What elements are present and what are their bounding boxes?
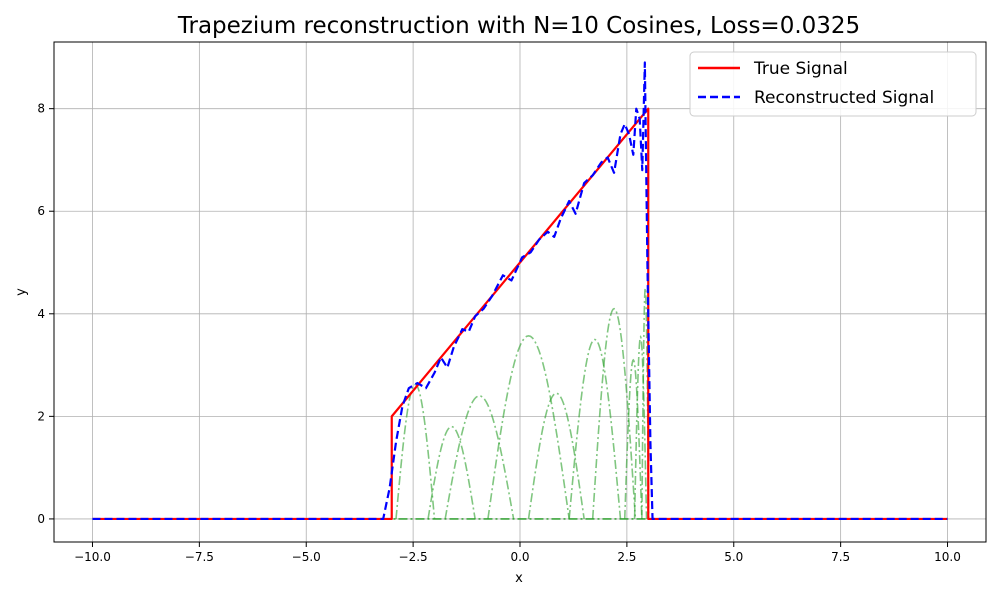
x-tick-label: −5.0 bbox=[292, 550, 321, 564]
x-tick-label: −10.0 bbox=[74, 550, 111, 564]
reconstructed-signal-line bbox=[92, 61, 948, 521]
legend: True Signal Reconstructed Signal bbox=[689, 51, 977, 117]
y-tick-label: 2 bbox=[37, 409, 45, 423]
y-tick-label: 4 bbox=[37, 307, 45, 321]
legend-box bbox=[689, 51, 977, 117]
component-cosine-curve bbox=[427, 425, 476, 520]
component-cosine-curve bbox=[568, 338, 622, 519]
component-cosine-curve bbox=[527, 392, 585, 520]
grid-lines bbox=[54, 42, 986, 542]
series-lines bbox=[92, 61, 948, 521]
x-tick-label: −7.5 bbox=[185, 550, 214, 564]
component-cosine-curve bbox=[395, 383, 436, 519]
y-tick-label: 8 bbox=[37, 102, 45, 116]
legend-label-reconstructed-signal: Reconstructed Signal bbox=[754, 88, 934, 108]
component-cosine-curve bbox=[487, 335, 570, 520]
x-tick-label: 2.5 bbox=[617, 550, 636, 564]
x-tick-label: 5.0 bbox=[724, 550, 743, 564]
y-axis-label: y bbox=[14, 288, 29, 296]
y-tick-label: 0 bbox=[37, 512, 45, 526]
y-axis-ticks: 0 2 4 6 8 bbox=[37, 102, 54, 526]
x-tick-label: 10.0 bbox=[934, 550, 961, 564]
y-tick-label: 6 bbox=[37, 204, 45, 218]
x-tick-label: 7.5 bbox=[831, 550, 850, 564]
x-tick-label: −2.5 bbox=[399, 550, 428, 564]
x-axis-label: x bbox=[515, 571, 523, 586]
x-axis-ticks: −10.0 −7.5 −5.0 −2.5 0.0 2.5 5.0 7.5 10.0 bbox=[74, 542, 961, 564]
x-tick-label: 0.0 bbox=[510, 550, 529, 564]
chart-title: Trapezium reconstruction with N=10 Cosin… bbox=[177, 13, 860, 39]
component-cosine-curve bbox=[633, 335, 648, 519]
legend-label-true-signal: True Signal bbox=[753, 59, 848, 79]
component-cosine-curve bbox=[623, 358, 643, 519]
